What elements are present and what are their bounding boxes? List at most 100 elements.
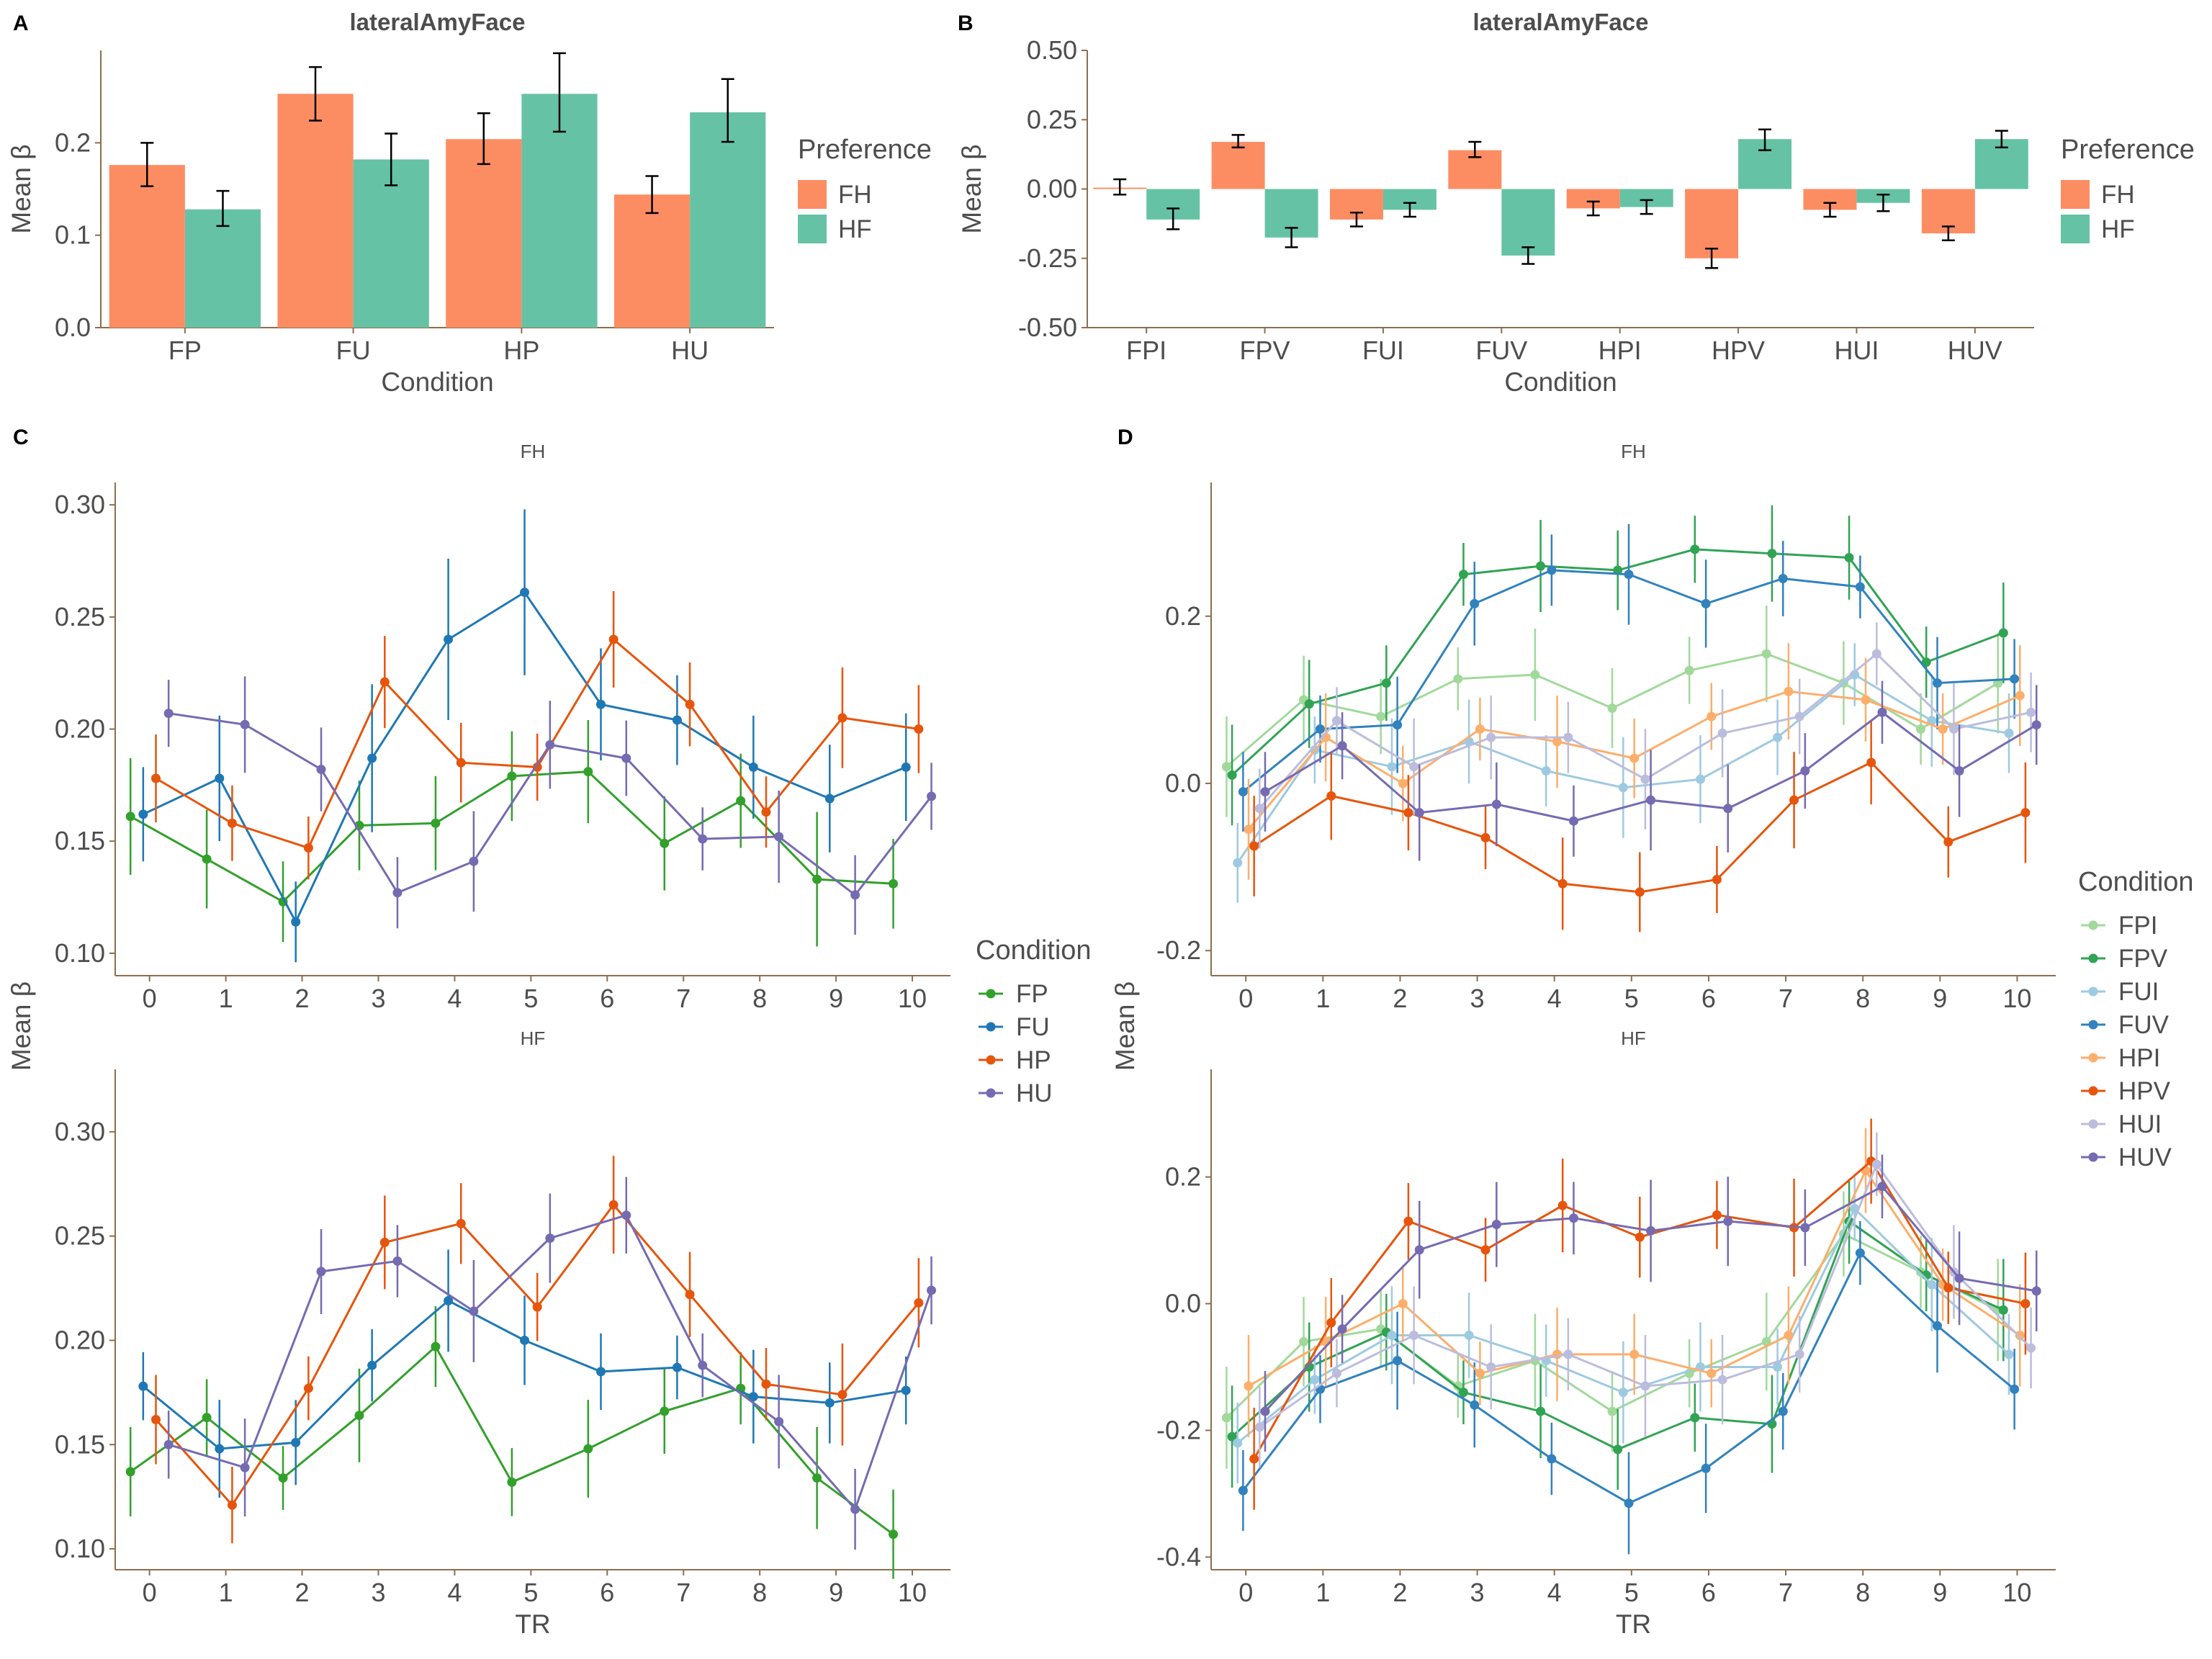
point-FPI-3 bbox=[1453, 1381, 1463, 1391]
facet-FH: FH -0.2 0.0 0.2 0 1 2 3 4 5 6 7 8 9 10 bbox=[1156, 441, 2056, 1013]
bar-HF-FUV bbox=[1501, 189, 1555, 256]
point-FU-1 bbox=[215, 773, 225, 783]
series-FPV bbox=[1227, 505, 2008, 826]
point-FUV-5 bbox=[1624, 1498, 1634, 1509]
legend-label-HUV: HUV bbox=[2118, 1143, 2172, 1172]
series-FPV bbox=[1227, 1179, 2008, 1490]
x-tick-label: 6 bbox=[600, 984, 614, 1013]
point-FUI-1 bbox=[1310, 1375, 1320, 1385]
legend-title: Preference bbox=[2061, 135, 2195, 165]
bar-HF-FP bbox=[184, 209, 261, 328]
x-tick-label: 0 bbox=[143, 1578, 157, 1607]
legend-label-FU: FU bbox=[1016, 1013, 1050, 1041]
point-FP-8 bbox=[736, 796, 746, 806]
point-HUI-4 bbox=[1563, 732, 1573, 742]
point-HPI-9 bbox=[1938, 724, 1948, 734]
point-FUV-3 bbox=[1470, 598, 1480, 608]
point-FPV-4 bbox=[1536, 561, 1546, 571]
point-FUI-7 bbox=[1773, 732, 1783, 742]
point-HPV-5 bbox=[1635, 887, 1645, 897]
point-HUV-0 bbox=[1260, 787, 1270, 797]
point-FP-4 bbox=[431, 818, 441, 828]
point-FPV-0 bbox=[1227, 770, 1237, 780]
x-tick-label: 10 bbox=[898, 984, 927, 1013]
bar-HF-FU bbox=[353, 159, 429, 328]
point-HPV-9 bbox=[1943, 1283, 1954, 1293]
point-HP-10 bbox=[914, 724, 924, 734]
x-tick-label: 8 bbox=[752, 984, 767, 1013]
x-tick-label: 5 bbox=[1624, 984, 1639, 1013]
point-FU-10 bbox=[901, 762, 911, 772]
point-HU-5 bbox=[545, 739, 555, 750]
facet-FH: FH 0.10 0.15 0.20 0.25 0.30 0 1 2 3 4 5 6 7 8 9 10 bbox=[55, 441, 950, 1013]
legend: Condition FP FU HP HU bbox=[976, 935, 1092, 1107]
point-HU-3 bbox=[392, 1256, 403, 1266]
error-bar-HF-HPI bbox=[1640, 199, 1653, 215]
point-FUI-0 bbox=[1233, 1438, 1243, 1448]
legend-key-point-FP bbox=[986, 989, 996, 999]
bar-HF-HP bbox=[521, 94, 598, 328]
point-FPV-5 bbox=[1613, 565, 1623, 575]
point-FP-9 bbox=[812, 874, 822, 884]
point-HP-5 bbox=[532, 1302, 542, 1312]
point-HU-9 bbox=[850, 1504, 860, 1514]
point-HUI-5 bbox=[1640, 774, 1650, 784]
point-FUI-4 bbox=[1541, 766, 1551, 776]
point-HPV-2 bbox=[1403, 808, 1413, 818]
point-HPI-7 bbox=[1784, 1330, 1794, 1340]
x-axis-label: TR bbox=[515, 1609, 550, 1639]
legend: Preference FH HF bbox=[798, 135, 932, 243]
point-HUV-5 bbox=[1646, 795, 1656, 805]
point-FU-8 bbox=[748, 1392, 758, 1402]
point-HUV-10 bbox=[2031, 720, 2041, 730]
point-HUI-1 bbox=[1331, 716, 1341, 726]
point-HP-0 bbox=[150, 1415, 161, 1424]
y-tick-label: 0.0 bbox=[1165, 768, 1201, 798]
legend-key-point-FUV bbox=[2088, 1020, 2098, 1030]
point-FPV-1 bbox=[1304, 699, 1314, 709]
point-FPV-9 bbox=[1921, 657, 1931, 667]
y-tick-label: -0.2 bbox=[1156, 1415, 1201, 1444]
point-FUI-10 bbox=[2004, 1349, 2014, 1359]
point-FPV-0 bbox=[1227, 1431, 1237, 1442]
point-HU-5 bbox=[545, 1233, 555, 1244]
point-FUV-1 bbox=[1316, 724, 1326, 734]
point-FP-2 bbox=[278, 1473, 288, 1483]
y-tick-label: 0.15 bbox=[55, 826, 105, 855]
point-HPV-3 bbox=[1480, 832, 1491, 842]
point-HPI-5 bbox=[1629, 1349, 1640, 1359]
y-tick-label: 0.30 bbox=[55, 490, 105, 519]
point-HU-0 bbox=[163, 709, 174, 719]
point-HU-3 bbox=[392, 888, 403, 898]
point-FUV-8 bbox=[1855, 1248, 1865, 1258]
x-tick-label: 9 bbox=[829, 984, 843, 1013]
point-FPV-10 bbox=[1998, 628, 2008, 638]
point-FU-3 bbox=[367, 1360, 377, 1370]
point-FP-5 bbox=[507, 771, 517, 781]
point-FUV-7 bbox=[1778, 574, 1788, 584]
point-HU-1 bbox=[240, 1462, 250, 1473]
point-FUV-10 bbox=[2010, 1384, 2020, 1394]
point-HP-8 bbox=[761, 1379, 771, 1389]
error-bar-FH-FUI bbox=[1349, 211, 1363, 228]
point-FUI-3 bbox=[1464, 1330, 1474, 1340]
point-FPV-6 bbox=[1690, 544, 1700, 554]
bar-FH-HP bbox=[446, 139, 522, 328]
point-HPV-5 bbox=[1635, 1232, 1645, 1242]
x-tick-label: 5 bbox=[523, 1578, 538, 1607]
panel-D: DFH-0.20.00.20 1 2 3 4 5 6 7 8 9 10HF-0.4-0.20.00.… bbox=[1110, 426, 2194, 1639]
point-FPI-0 bbox=[1221, 762, 1231, 772]
point-HUV-10 bbox=[2031, 1286, 2041, 1296]
point-FU-4 bbox=[444, 1295, 454, 1305]
x-tick-label: 6 bbox=[600, 1578, 614, 1607]
point-HPI-6 bbox=[1707, 1368, 1717, 1378]
point-FPI-7 bbox=[1761, 649, 1771, 659]
point-FU-7 bbox=[672, 1362, 682, 1372]
point-HPI-3 bbox=[1475, 1368, 1485, 1378]
series-HPI bbox=[1244, 643, 2025, 880]
legend-key-FH bbox=[2061, 180, 2090, 209]
point-HP-1 bbox=[227, 818, 237, 828]
y-tick-label: 0.30 bbox=[55, 1117, 105, 1146]
legend-label-FUI: FUI bbox=[2118, 978, 2159, 1006]
point-HPV-0 bbox=[1249, 841, 1259, 851]
